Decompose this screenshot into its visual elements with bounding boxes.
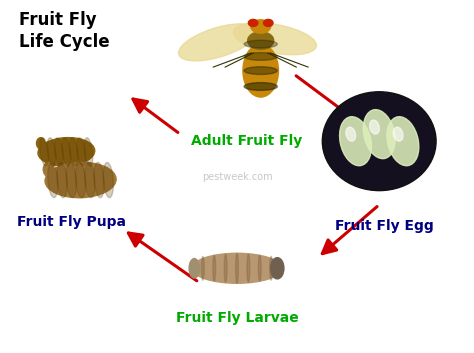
Text: Adult Fruit Fly: Adult Fruit Fly — [191, 134, 302, 148]
Ellipse shape — [75, 162, 86, 198]
Ellipse shape — [258, 255, 261, 281]
Ellipse shape — [94, 162, 104, 198]
Ellipse shape — [264, 19, 273, 26]
Ellipse shape — [244, 40, 277, 48]
Ellipse shape — [85, 162, 95, 198]
Text: Fruit Fly Egg: Fruit Fly Egg — [335, 219, 433, 233]
Ellipse shape — [322, 92, 436, 191]
Ellipse shape — [339, 117, 372, 166]
Ellipse shape — [325, 94, 434, 189]
Text: Fruit Fly Pupa: Fruit Fly Pupa — [17, 215, 126, 229]
Ellipse shape — [248, 32, 274, 49]
Ellipse shape — [77, 138, 85, 166]
Text: pestweek.com: pestweek.com — [202, 172, 272, 181]
Ellipse shape — [393, 127, 403, 141]
Ellipse shape — [43, 162, 54, 176]
Ellipse shape — [244, 83, 277, 90]
Ellipse shape — [213, 255, 216, 281]
Ellipse shape — [243, 44, 279, 97]
Ellipse shape — [247, 254, 250, 282]
Ellipse shape — [192, 253, 282, 283]
Text: Fruit Fly
Life Cycle: Fruit Fly Life Cycle — [19, 11, 109, 51]
Ellipse shape — [346, 127, 356, 141]
Ellipse shape — [244, 67, 277, 74]
Text: Fruit Fly Larvae: Fruit Fly Larvae — [176, 311, 298, 325]
Ellipse shape — [47, 138, 56, 166]
Ellipse shape — [40, 138, 48, 166]
Ellipse shape — [103, 162, 113, 198]
Ellipse shape — [236, 253, 238, 283]
Ellipse shape — [251, 20, 271, 33]
Ellipse shape — [387, 117, 419, 166]
Ellipse shape — [84, 138, 93, 166]
Ellipse shape — [62, 138, 71, 166]
Ellipse shape — [233, 23, 317, 55]
Ellipse shape — [370, 120, 379, 134]
Ellipse shape — [70, 138, 78, 166]
Ellipse shape — [66, 162, 76, 198]
Ellipse shape — [244, 53, 277, 60]
Ellipse shape — [179, 24, 257, 61]
Ellipse shape — [57, 162, 67, 198]
Ellipse shape — [271, 258, 284, 279]
Ellipse shape — [45, 162, 116, 198]
Ellipse shape — [248, 19, 258, 26]
Ellipse shape — [363, 110, 395, 158]
Ellipse shape — [55, 138, 63, 166]
Ellipse shape — [36, 138, 45, 149]
Ellipse shape — [48, 162, 58, 198]
Ellipse shape — [189, 258, 200, 278]
Ellipse shape — [270, 256, 273, 280]
Ellipse shape — [201, 256, 204, 280]
Ellipse shape — [224, 254, 227, 282]
Ellipse shape — [38, 138, 95, 166]
